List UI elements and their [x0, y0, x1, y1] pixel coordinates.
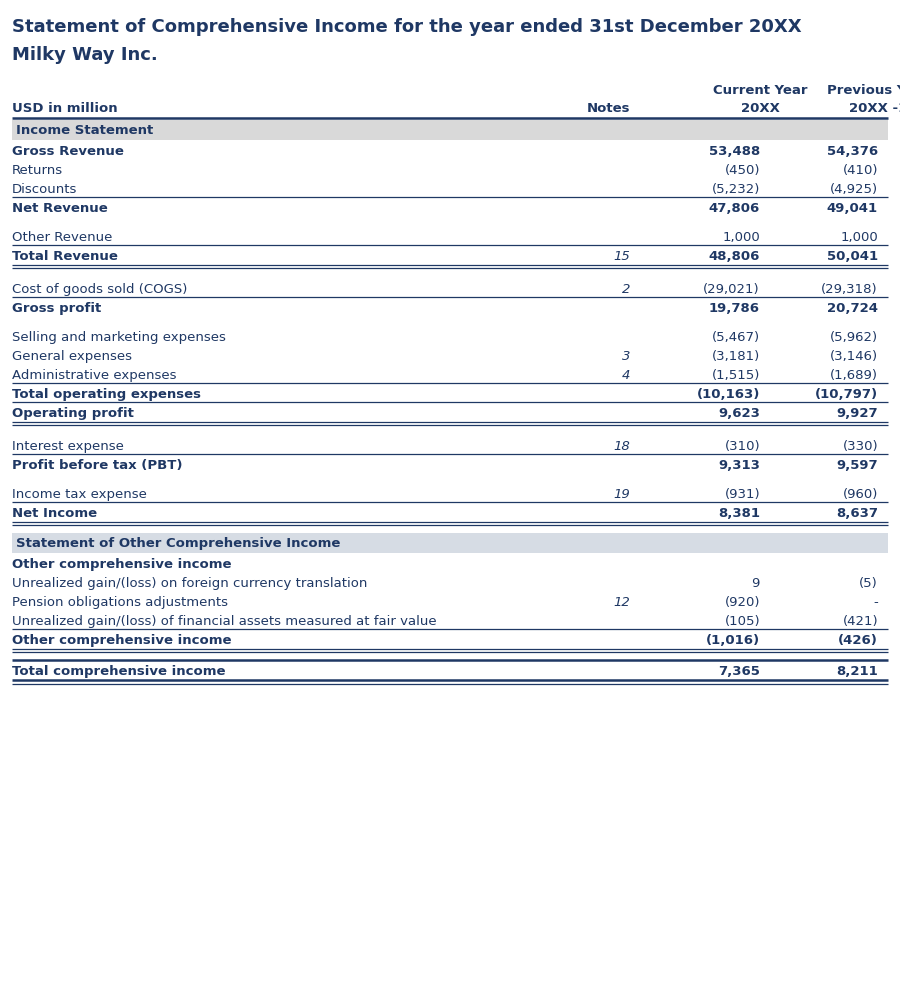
Text: Unrealized gain/(loss) on foreign currency translation: Unrealized gain/(loss) on foreign curren… — [12, 577, 367, 590]
Text: 19: 19 — [613, 488, 630, 501]
Text: (310): (310) — [724, 440, 760, 453]
Text: 8,381: 8,381 — [718, 507, 760, 520]
Text: Gross Revenue: Gross Revenue — [12, 145, 124, 158]
Text: (3,146): (3,146) — [830, 350, 878, 363]
Text: 54,376: 54,376 — [827, 145, 878, 158]
Text: USD in million: USD in million — [12, 102, 118, 115]
Text: 8,211: 8,211 — [836, 665, 878, 678]
Text: 9,927: 9,927 — [836, 407, 878, 420]
Text: -: - — [873, 596, 878, 609]
Text: (1,016): (1,016) — [706, 634, 760, 647]
Text: 15: 15 — [613, 250, 630, 263]
Text: 1,000: 1,000 — [841, 231, 878, 244]
Text: Statement of Other Comprehensive Income: Statement of Other Comprehensive Income — [16, 536, 340, 549]
Text: 2: 2 — [622, 283, 630, 296]
Text: (105): (105) — [724, 615, 760, 628]
Text: 20,724: 20,724 — [827, 302, 878, 315]
Text: 18: 18 — [613, 440, 630, 453]
Text: 53,488: 53,488 — [709, 145, 760, 158]
Text: Other Revenue: Other Revenue — [12, 231, 112, 244]
Text: Administrative expenses: Administrative expenses — [12, 369, 176, 382]
Text: Gross profit: Gross profit — [12, 302, 101, 315]
Text: (330): (330) — [842, 440, 878, 453]
Text: Previous Year: Previous Year — [826, 84, 900, 97]
Text: 8,637: 8,637 — [836, 507, 878, 520]
Text: Selling and marketing expenses: Selling and marketing expenses — [12, 331, 226, 344]
Text: (410): (410) — [842, 164, 878, 177]
Text: (421): (421) — [842, 615, 878, 628]
Text: Unrealized gain/(loss) of financial assets measured at fair value: Unrealized gain/(loss) of financial asse… — [12, 615, 436, 628]
Text: 50,041: 50,041 — [827, 250, 878, 263]
Text: (5,232): (5,232) — [712, 183, 760, 196]
Text: (1,689): (1,689) — [830, 369, 878, 382]
Text: 4: 4 — [622, 369, 630, 382]
Text: Net Revenue: Net Revenue — [12, 202, 108, 215]
Text: Discounts: Discounts — [12, 183, 77, 196]
Text: 20XX -1: 20XX -1 — [849, 102, 900, 115]
Text: 12: 12 — [613, 596, 630, 609]
Text: 19,786: 19,786 — [709, 302, 760, 315]
Text: 7,365: 7,365 — [718, 665, 760, 678]
Text: (29,021): (29,021) — [704, 283, 760, 296]
Text: Notes: Notes — [587, 102, 630, 115]
Text: Other comprehensive income: Other comprehensive income — [12, 634, 231, 647]
Text: Current Year: Current Year — [713, 84, 807, 97]
Text: (1,515): (1,515) — [712, 369, 760, 382]
Text: Income tax expense: Income tax expense — [12, 488, 147, 501]
Text: Total comprehensive income: Total comprehensive income — [12, 665, 226, 678]
Text: (10,797): (10,797) — [814, 388, 878, 401]
Text: Total operating expenses: Total operating expenses — [12, 388, 201, 401]
Text: (3,181): (3,181) — [712, 350, 760, 363]
Text: Net Income: Net Income — [12, 507, 97, 520]
Text: 47,806: 47,806 — [709, 202, 760, 215]
Text: 9,623: 9,623 — [718, 407, 760, 420]
Text: Other comprehensive income: Other comprehensive income — [12, 558, 231, 571]
Text: (29,318): (29,318) — [822, 283, 878, 296]
Text: (5,467): (5,467) — [712, 331, 760, 344]
Text: Income Statement: Income Statement — [16, 123, 153, 136]
Text: Pension obligations adjustments: Pension obligations adjustments — [12, 596, 228, 609]
Text: (4,925): (4,925) — [830, 183, 878, 196]
Text: (10,163): (10,163) — [697, 388, 760, 401]
Text: 9,597: 9,597 — [836, 459, 878, 472]
Text: Statement of Comprehensive Income for the year ended 31st December 20XX: Statement of Comprehensive Income for th… — [12, 18, 802, 36]
Bar — [12, 533, 888, 553]
Bar — [12, 120, 888, 140]
Text: (426): (426) — [838, 634, 878, 647]
Text: (5,962): (5,962) — [830, 331, 878, 344]
Text: Total Revenue: Total Revenue — [12, 250, 118, 263]
Text: 1,000: 1,000 — [722, 231, 760, 244]
Text: Profit before tax (PBT): Profit before tax (PBT) — [12, 459, 183, 472]
Text: 49,041: 49,041 — [827, 202, 878, 215]
Text: Milky Way Inc.: Milky Way Inc. — [12, 46, 157, 64]
Text: General expenses: General expenses — [12, 350, 132, 363]
Text: (931): (931) — [724, 488, 760, 501]
Text: 48,806: 48,806 — [708, 250, 760, 263]
Text: Returns: Returns — [12, 164, 63, 177]
Text: 9,313: 9,313 — [718, 459, 760, 472]
Text: Operating profit: Operating profit — [12, 407, 134, 420]
Text: (920): (920) — [724, 596, 760, 609]
Text: (5): (5) — [860, 577, 878, 590]
Text: (960): (960) — [842, 488, 878, 501]
Text: Cost of goods sold (COGS): Cost of goods sold (COGS) — [12, 283, 187, 296]
Text: 20XX: 20XX — [741, 102, 779, 115]
Text: 3: 3 — [622, 350, 630, 363]
Text: (450): (450) — [724, 164, 760, 177]
Text: Interest expense: Interest expense — [12, 440, 124, 453]
Text: 9: 9 — [752, 577, 760, 590]
